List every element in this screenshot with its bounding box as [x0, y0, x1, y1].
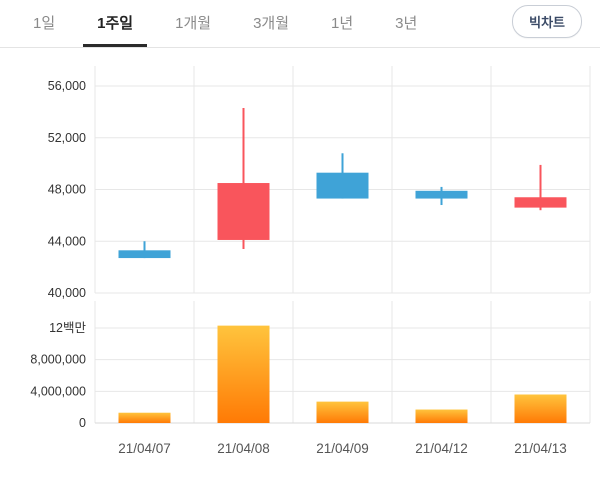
volume-bar: [316, 401, 369, 423]
tab-1day[interactable]: 1일: [33, 15, 56, 32]
volume-bar: [514, 394, 567, 423]
price-axis-label: 52,000: [48, 131, 86, 145]
period-tabbar: 1일 1주일 1개월 3개월 1년 3년 빅차트: [0, 0, 600, 48]
tab-1year[interactable]: 1년: [331, 15, 354, 32]
date-label: 21/04/13: [514, 441, 567, 456]
price-axis-label: 44,000: [48, 234, 86, 248]
tab-1week[interactable]: 1주일: [83, 0, 148, 47]
stock-chart: 56,000 52,000 48,000 44,000 40,000 12백만 8,000,…: [30, 66, 591, 456]
volume-bar: [415, 409, 468, 423]
date-label: 21/04/12: [415, 441, 468, 456]
candle-body: [316, 172, 369, 199]
volume-axis-label: 12백만: [49, 321, 86, 335]
date-label: 21/04/09: [316, 441, 369, 456]
date-label: 21/04/07: [118, 441, 171, 456]
tab-3year[interactable]: 3년: [395, 15, 418, 32]
volume-axis-label: 4,000,000: [30, 384, 86, 398]
candle-body: [118, 250, 171, 259]
chart-area: 56,000 52,000 48,000 44,000 40,000 12백만 8,000,…: [0, 58, 600, 488]
candle-body: [415, 190, 468, 199]
tab-3month[interactable]: 3개월: [253, 15, 290, 32]
volume-bar: [118, 412, 171, 423]
price-axis-label: 48,000: [48, 183, 86, 197]
tab-1month[interactable]: 1개월: [175, 15, 212, 32]
candle-body: [217, 183, 270, 240]
volume-axis-label: 8,000,000: [30, 353, 86, 367]
volume-axis-label: 0: [79, 416, 86, 430]
candle-body: [514, 197, 567, 208]
date-label: 21/04/08: [217, 441, 270, 456]
price-axis-label: 40,000: [48, 286, 86, 300]
volume-bar: [217, 325, 270, 423]
big-chart-button[interactable]: 빅차트: [512, 5, 582, 38]
price-axis-label: 56,000: [48, 79, 86, 93]
